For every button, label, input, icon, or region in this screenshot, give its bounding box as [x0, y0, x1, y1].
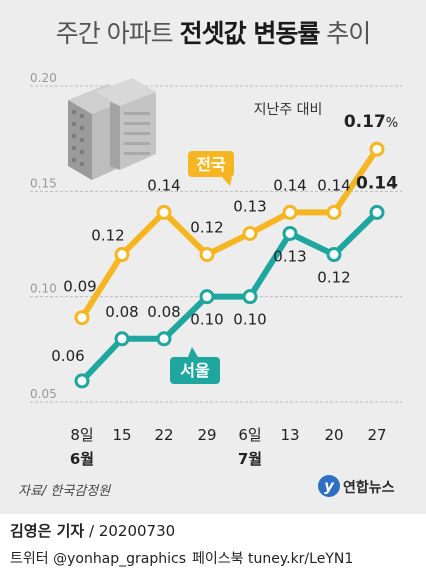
- data-label: 0.09: [63, 278, 96, 296]
- data-label: 0.10: [190, 311, 223, 329]
- data-label: 0.10: [233, 311, 266, 329]
- comparison-note: 지난주 대비: [254, 102, 323, 118]
- data-label: 0.08: [105, 303, 138, 321]
- data-point: [156, 331, 172, 347]
- legend-label-national: 전국: [196, 155, 226, 174]
- yonhap-logo-text: 연합뉴스: [343, 480, 395, 496]
- title-prefix: 주간 아파트: [55, 19, 180, 48]
- publish-date: / 20200730: [84, 522, 176, 540]
- data-point: [369, 141, 385, 157]
- data-label: 0.14: [317, 176, 350, 194]
- data-label: 0.08: [147, 303, 180, 321]
- data-point: [199, 289, 215, 305]
- x-tick-label: 20: [324, 426, 343, 444]
- x-tick-label: 8일: [70, 426, 93, 444]
- data-point: [114, 331, 130, 347]
- series: 0.09 0.12 0.14 0.12 0.13 0.14 0.14 0.17% 0.06 0.0…: [51, 112, 398, 389]
- data-label: 0.13: [273, 247, 306, 265]
- y-tick-label: 0.10: [30, 282, 57, 296]
- x-axis-ticks: 8일 15 22 29 6일 13 20 27 6월 7월: [70, 426, 387, 468]
- y-tick-label: 0.05: [30, 387, 57, 401]
- legend-label-seoul: 서울: [180, 361, 210, 380]
- byline: 김영은 기자 / 20200730: [10, 520, 175, 541]
- month-label: 7월: [238, 450, 262, 468]
- facebook-link[interactable]: 페이스북 tuney.kr/LeYN1: [192, 551, 354, 567]
- data-point: [242, 289, 258, 305]
- chart-title: 주간 아파트 전셋값 변동률 추이: [0, 14, 426, 50]
- social-links: 트위터 @yonhap_graphics 페이스북 tuney.kr/LeYN1: [10, 548, 359, 568]
- data-point: [114, 247, 130, 263]
- data-label: 0.13: [233, 197, 266, 215]
- data-label: 0.12: [317, 269, 350, 287]
- y-axis-ticks: 0.20 0.15 0.10 0.05: [30, 71, 57, 401]
- data-label: 0.17%: [344, 112, 398, 132]
- yonhap-logo-mark: y: [318, 475, 340, 497]
- apartment-building-icon: [68, 78, 156, 180]
- title-bold: 전셋값 변동률: [179, 19, 321, 48]
- legend-badge-national: 전국: [188, 151, 234, 186]
- y-tick-label: 0.15: [30, 176, 57, 190]
- data-label: 0.14: [147, 176, 180, 194]
- data-point: [199, 247, 215, 263]
- x-tick-label: 27: [367, 426, 386, 444]
- x-tick-label: 29: [197, 426, 216, 444]
- data-label: 0.14: [356, 173, 398, 193]
- data-point: [369, 204, 385, 220]
- month-label: 6월: [70, 450, 94, 468]
- x-tick-label: 6일: [238, 426, 261, 444]
- data-label: 0.14: [273, 176, 306, 194]
- data-point: [326, 204, 342, 220]
- data-point: [156, 204, 172, 220]
- title-bar: 주간 아파트 전셋값 변동률 추이: [0, 0, 426, 62]
- data-point: [326, 247, 342, 263]
- yonhap-logo: y 연합뉴스: [318, 474, 418, 500]
- y-tick-label: 0.20: [30, 71, 57, 85]
- data-point: [74, 373, 90, 389]
- x-tick-label: 22: [154, 426, 173, 444]
- twitter-link[interactable]: 트위터 @yonhap_graphics: [10, 551, 187, 567]
- legend-badge-seoul: 서울: [170, 347, 220, 384]
- data-point: [74, 310, 90, 326]
- data-label: 0.12: [190, 219, 223, 237]
- line-chart: 지난주 대비 0.20 0.15 0.10 0.05 8일 15 22 29 6일 13 20 27…: [30, 71, 402, 468]
- source-credit: 자료/ 한국감정원: [18, 484, 111, 499]
- reporter-name: 김영은 기자: [10, 522, 85, 540]
- data-label: 0.06: [51, 347, 84, 365]
- data-point: [282, 204, 298, 220]
- data-point: [282, 225, 298, 241]
- title-suffix: 추이: [319, 19, 371, 48]
- x-tick-label: 13: [280, 426, 299, 444]
- data-point: [242, 225, 258, 241]
- x-tick-label: 15: [112, 426, 131, 444]
- data-label: 0.12: [91, 227, 124, 245]
